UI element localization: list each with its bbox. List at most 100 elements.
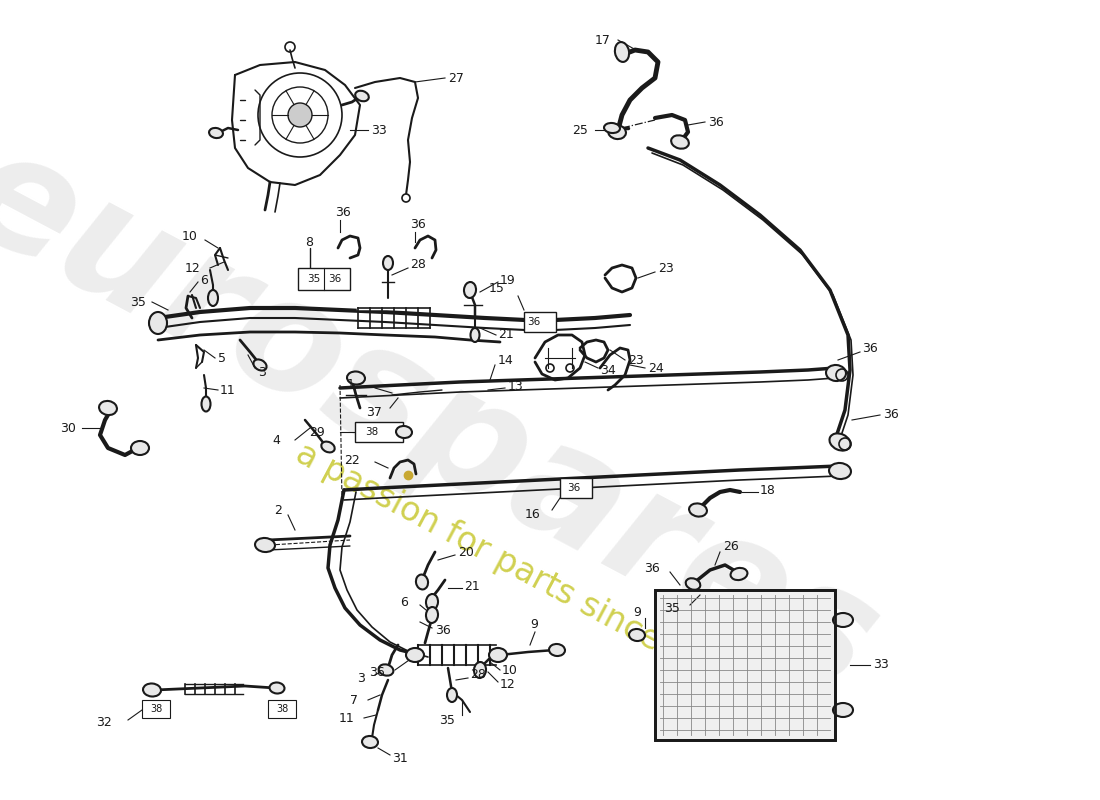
Text: 29: 29: [309, 426, 324, 438]
Ellipse shape: [471, 328, 480, 342]
Text: 11: 11: [339, 711, 354, 725]
Text: 36: 36: [568, 483, 581, 493]
Ellipse shape: [730, 568, 747, 580]
Text: 11: 11: [220, 383, 235, 397]
Text: 36: 36: [370, 666, 385, 678]
Ellipse shape: [355, 90, 368, 102]
Text: a passion for parts since 1985: a passion for parts since 1985: [289, 437, 750, 703]
Text: 31: 31: [392, 751, 408, 765]
Ellipse shape: [604, 123, 620, 133]
Ellipse shape: [346, 371, 365, 385]
Ellipse shape: [208, 290, 218, 306]
Text: 20: 20: [458, 546, 474, 559]
Bar: [355, 422, 403, 442]
Text: 23: 23: [628, 354, 643, 366]
Text: 28: 28: [470, 669, 486, 682]
Text: 17: 17: [595, 34, 610, 46]
Text: 16: 16: [525, 509, 540, 522]
Ellipse shape: [447, 688, 456, 702]
Ellipse shape: [829, 463, 851, 479]
Ellipse shape: [490, 648, 507, 662]
Text: 18: 18: [760, 483, 775, 497]
Text: 38: 38: [276, 704, 288, 714]
Text: 36: 36: [708, 115, 724, 129]
Bar: [654, 590, 835, 740]
Bar: [142, 700, 170, 718]
Text: 36: 36: [434, 623, 451, 637]
Text: 10: 10: [182, 230, 198, 243]
Ellipse shape: [474, 662, 486, 678]
Text: 21: 21: [498, 329, 514, 342]
Text: 34: 34: [600, 363, 616, 377]
Ellipse shape: [826, 365, 846, 381]
Text: 22: 22: [344, 454, 360, 466]
Text: 3: 3: [358, 671, 365, 685]
Bar: [654, 590, 835, 740]
Text: 36: 36: [328, 274, 341, 284]
Text: 3: 3: [258, 366, 266, 378]
Ellipse shape: [833, 613, 853, 627]
Text: 15: 15: [490, 282, 505, 294]
Bar: [268, 700, 296, 718]
Text: 36: 36: [527, 317, 540, 327]
Ellipse shape: [629, 629, 645, 641]
Text: 35: 35: [664, 602, 680, 614]
Text: 21: 21: [464, 579, 480, 593]
Ellipse shape: [608, 125, 626, 139]
Ellipse shape: [549, 644, 565, 656]
Text: 38: 38: [365, 427, 378, 437]
Ellipse shape: [378, 664, 394, 676]
Ellipse shape: [671, 135, 689, 149]
Text: 14: 14: [498, 354, 514, 366]
Text: 36: 36: [883, 409, 899, 422]
Ellipse shape: [406, 648, 424, 662]
Text: 2: 2: [274, 503, 282, 517]
Ellipse shape: [426, 607, 438, 623]
Ellipse shape: [253, 359, 266, 370]
Text: 36: 36: [645, 562, 660, 574]
Text: 38: 38: [150, 704, 162, 714]
Text: 13: 13: [508, 379, 524, 393]
Text: 9: 9: [634, 606, 641, 618]
Text: 32: 32: [97, 715, 112, 729]
Circle shape: [402, 194, 410, 202]
Text: 23: 23: [658, 262, 673, 274]
Text: 35: 35: [130, 295, 146, 309]
Text: 1: 1: [348, 378, 355, 391]
Bar: [560, 478, 592, 498]
Text: 12: 12: [500, 678, 516, 691]
Text: 36: 36: [336, 206, 351, 219]
Ellipse shape: [416, 574, 428, 590]
Text: 25: 25: [572, 123, 587, 137]
Ellipse shape: [148, 312, 167, 334]
Ellipse shape: [201, 397, 210, 411]
Text: 4: 4: [272, 434, 280, 446]
Ellipse shape: [270, 682, 285, 694]
Bar: [524, 312, 556, 332]
Text: 5: 5: [218, 351, 226, 365]
Ellipse shape: [464, 282, 476, 298]
Text: 36: 36: [410, 218, 426, 231]
Ellipse shape: [321, 442, 334, 453]
Ellipse shape: [383, 256, 393, 270]
Text: 8: 8: [305, 235, 314, 249]
Text: eurospares: eurospares: [0, 114, 902, 726]
Text: 30: 30: [60, 422, 76, 434]
Text: 28: 28: [410, 258, 426, 271]
Text: 27: 27: [448, 71, 464, 85]
Text: 36: 36: [862, 342, 878, 354]
Circle shape: [288, 103, 312, 127]
Ellipse shape: [615, 42, 629, 62]
Text: 35: 35: [307, 274, 320, 284]
Text: 35: 35: [439, 714, 455, 726]
Text: 12: 12: [185, 262, 200, 274]
Ellipse shape: [689, 503, 707, 517]
Text: 9: 9: [530, 618, 538, 631]
Text: 6: 6: [400, 595, 408, 609]
Ellipse shape: [209, 128, 223, 138]
Ellipse shape: [685, 578, 701, 590]
Ellipse shape: [99, 401, 117, 415]
Ellipse shape: [426, 594, 438, 610]
Text: 37: 37: [366, 406, 382, 418]
Text: 19: 19: [500, 274, 516, 286]
